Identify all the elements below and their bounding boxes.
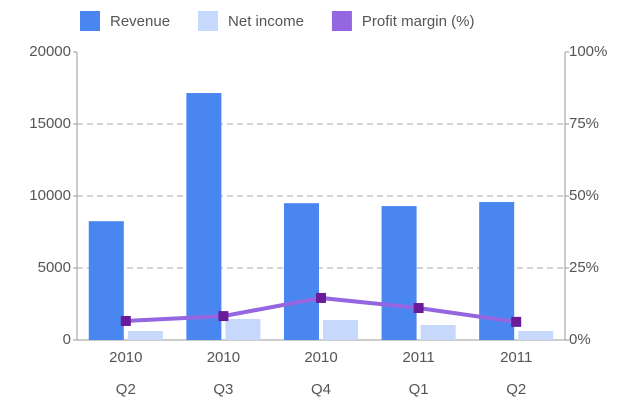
- marker: [120, 315, 131, 326]
- y2-tick-label: 0%: [569, 331, 591, 348]
- marker: [511, 316, 522, 327]
- bar: [225, 318, 261, 340]
- y2-tick-label: 75%: [569, 115, 599, 132]
- bar: [127, 331, 163, 340]
- bar: [323, 319, 359, 340]
- marker: [316, 292, 326, 303]
- bar: [381, 206, 417, 340]
- y2-tick-label: 50%: [569, 187, 599, 204]
- legend-swatch: [80, 11, 100, 31]
- x-tick-label: Q4: [311, 381, 331, 398]
- bar: [420, 325, 456, 340]
- x-tick-label: 2011: [500, 349, 532, 366]
- marker: [218, 311, 229, 322]
- x-tick-label: 2011: [402, 349, 434, 366]
- bar: [88, 221, 124, 340]
- y-tick-label: 5000: [38, 259, 71, 276]
- legend-swatch: [331, 11, 352, 31]
- x-tick-label: 2010: [109, 349, 142, 366]
- bar: [518, 331, 554, 340]
- y-tick-label: 10000: [29, 187, 71, 204]
- y-tick-label: 0: [63, 331, 71, 348]
- x-tick-label: Q1: [409, 381, 429, 398]
- legend-label: Profit margin (%): [362, 13, 475, 30]
- x-tick-label: 2010: [304, 349, 337, 366]
- y-tick-label: 20000: [29, 43, 71, 60]
- bar: [283, 203, 319, 340]
- x-tick-label: Q2: [506, 381, 526, 398]
- legend-swatch: [198, 11, 219, 31]
- legend-label: Net income: [228, 13, 304, 30]
- x-tick-label: 2010: [207, 349, 240, 366]
- x-tick-label: Q2: [116, 381, 136, 398]
- y2-tick-label: 25%: [569, 259, 599, 276]
- x-tick-label: Q3: [213, 381, 233, 398]
- bar: [186, 93, 222, 340]
- y-tick-label: 15000: [29, 115, 71, 132]
- marker: [413, 303, 424, 314]
- y2-tick-label: 100%: [569, 43, 607, 60]
- legend-label: Revenue: [110, 13, 170, 30]
